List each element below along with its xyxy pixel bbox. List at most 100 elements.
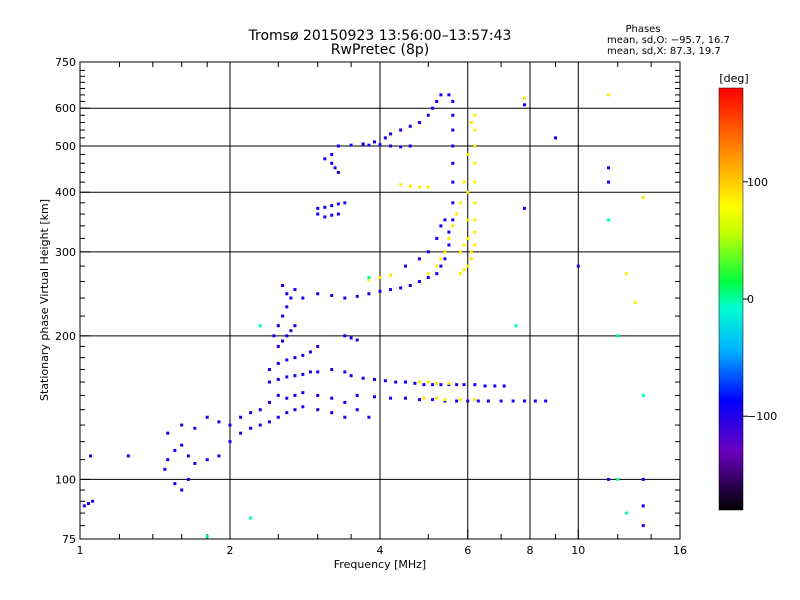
echo-point-O <box>276 324 280 328</box>
echo-point-O <box>301 391 305 395</box>
echo-point-O <box>293 356 297 360</box>
echo-point-O <box>439 224 443 228</box>
echo-point-X <box>378 276 382 280</box>
echo-point-O <box>361 376 365 380</box>
y-tick-label: 300 <box>55 246 76 259</box>
echo-point-O <box>258 423 262 427</box>
echo-point-X <box>426 272 430 276</box>
echo-point-O <box>343 296 347 300</box>
echo-point-O <box>293 393 297 397</box>
echo-point-X <box>447 381 451 385</box>
echo-point-O <box>205 415 209 419</box>
echo-point-other <box>205 534 209 538</box>
echo-point-O <box>576 264 580 268</box>
echo-point-O <box>180 488 184 492</box>
echo-point-O <box>330 293 334 297</box>
y-tick-label: 750 <box>55 56 76 69</box>
echo-point-other <box>258 324 262 328</box>
echo-point-O <box>451 180 455 184</box>
echo-point-X <box>426 185 430 189</box>
echo-point-O <box>349 374 353 378</box>
echo-point-X <box>435 381 439 385</box>
echo-point-O <box>447 243 451 247</box>
echo-point-O <box>378 143 382 147</box>
echo-point-O <box>166 458 170 462</box>
echo-point-O <box>276 415 280 419</box>
echo-point-O <box>316 370 320 374</box>
echo-point-O <box>276 377 280 381</box>
echo-point-O <box>426 250 430 254</box>
echo-point-O <box>82 504 86 508</box>
echo-point-O <box>443 257 447 261</box>
echo-point-O <box>431 398 435 402</box>
echo-point-O <box>361 142 365 146</box>
echo-point-O <box>399 286 403 290</box>
echo-point-O <box>316 344 320 348</box>
echo-point-X <box>466 218 470 222</box>
echo-point-O <box>511 399 515 403</box>
echo-point-O <box>301 405 305 409</box>
echo-point-X <box>462 180 466 184</box>
echo-point-O <box>378 289 382 293</box>
echo-point-O <box>426 113 430 117</box>
echo-point-other <box>641 393 645 397</box>
x-tick-labels: 1 2 4 6 8 10 16 <box>77 529 687 557</box>
echo-point-O <box>228 423 232 427</box>
echo-point-X <box>417 185 421 189</box>
y-axis-label: Stationary phase Virtual Height [km] <box>38 199 51 401</box>
echo-point-X <box>473 161 477 165</box>
echo-point-X <box>469 257 473 261</box>
echo-point-O <box>336 202 340 206</box>
echo-point-O <box>276 361 280 365</box>
echo-point-O <box>544 399 548 403</box>
echo-point-O <box>451 144 455 148</box>
echo-point-O <box>333 166 337 170</box>
echo-point-O <box>373 395 377 399</box>
echo-point-O <box>607 166 611 170</box>
echo-point-X <box>399 183 403 187</box>
echo-point-O <box>267 420 271 424</box>
echo-point-X <box>466 236 470 240</box>
echo-point-O <box>367 292 371 296</box>
echo-point-O <box>451 218 455 222</box>
echo-point-O <box>330 213 334 217</box>
x-tick-label: 16 <box>673 544 687 557</box>
echo-point-O <box>193 461 197 465</box>
echo-point-O <box>641 524 645 528</box>
echo-point-other <box>514 324 518 328</box>
echo-point-O <box>447 93 451 97</box>
echo-point-O <box>399 128 403 132</box>
echo-point-O <box>163 467 167 471</box>
echo-point-O <box>451 201 455 205</box>
echo-point-O <box>373 377 377 381</box>
echo-point-O <box>308 350 312 354</box>
echo-point-X <box>422 396 426 400</box>
echo-point-O <box>417 257 421 261</box>
echo-point-O <box>316 206 320 210</box>
echo-point-O <box>336 170 340 174</box>
echo-point-X <box>462 268 466 272</box>
echo-point-O <box>249 426 253 430</box>
colorbar-label: [deg] <box>719 72 748 85</box>
echo-point-O <box>447 230 451 234</box>
y-tick-label: 400 <box>55 186 76 199</box>
echo-point-O <box>367 415 371 419</box>
echo-point-O <box>281 339 285 343</box>
echo-point-O <box>483 384 487 388</box>
echo-point-O <box>355 294 359 298</box>
echo-point-O <box>343 400 347 404</box>
x-tick-label: 1 <box>77 544 84 557</box>
echo-point-O <box>389 288 393 292</box>
echo-point-X <box>443 250 447 254</box>
echo-point-X <box>389 273 393 277</box>
echo-point-O <box>276 344 280 348</box>
echo-point-O <box>186 477 190 481</box>
echo-point-O <box>523 103 527 107</box>
echo-point-X <box>466 264 470 268</box>
echo-point-O <box>281 314 285 318</box>
echo-point-O <box>330 367 334 371</box>
echo-point-O <box>403 380 407 384</box>
echo-point-O <box>228 440 232 444</box>
x-axis-label: Frequency [MHz] <box>334 558 426 571</box>
